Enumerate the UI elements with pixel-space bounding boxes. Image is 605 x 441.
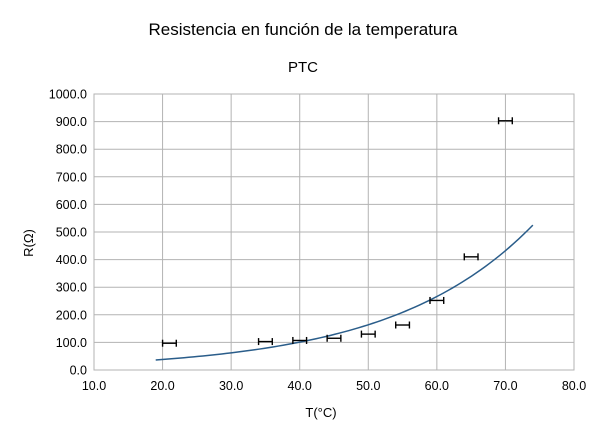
plot-border [93,93,575,371]
data-point [257,338,273,346]
y-tick-label: 200.0 [56,308,87,322]
data-point [292,336,308,344]
x-axis-label: T(°C) [305,405,336,420]
data-point [463,253,479,261]
grid [93,93,575,371]
tick-labels: 0.0 100.0 200.0 300.0 400.0 500.0 600.0 700.0 80… [49,88,586,394]
y-axis-label: R(Ω) [21,229,36,257]
y-tick-label: 900.0 [56,115,87,129]
y-tick-label: 0.0 [70,364,87,378]
data-point [360,330,376,338]
data-point [161,339,177,347]
data-point [497,117,513,125]
y-tick-label: 100.0 [56,336,87,350]
y-tick-label: 600.0 [56,198,87,212]
x-tick-label: 50.0 [356,379,380,393]
y-tick-label: 400.0 [56,253,87,267]
y-tick-label: 300.0 [56,281,87,295]
plot-area [155,117,534,361]
x-tick-label: 70.0 [493,379,517,393]
x-tick-label: 80.0 [562,379,586,393]
x-tick-label: 10.0 [82,379,106,393]
chart-title: Resistencia en función de la temperatura [148,20,458,39]
trendline [155,224,534,361]
x-tick-label: 30.0 [219,379,243,393]
data-point [395,321,411,329]
data-point [326,334,342,342]
chart-subtitle: PTC [288,59,318,76]
y-tick-label: 800.0 [56,143,87,157]
y-tick-label: 1000.0 [49,88,87,102]
data-point [429,296,445,304]
x-tick-label: 60.0 [425,379,449,393]
y-tick-label: 700.0 [56,170,87,184]
x-tick-label: 20.0 [150,379,174,393]
y-tick-label: 500.0 [56,226,87,240]
x-tick-label: 40.0 [288,379,312,393]
